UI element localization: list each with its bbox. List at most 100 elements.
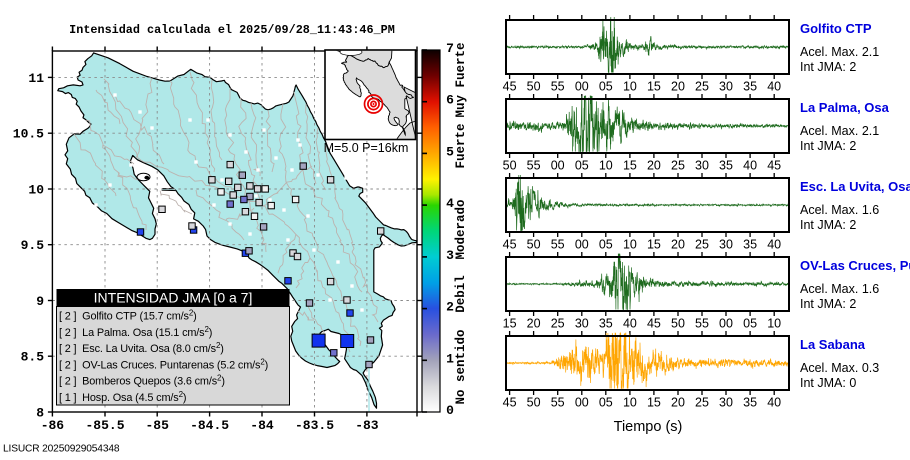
svg-text:05: 05 xyxy=(599,238,613,252)
svg-text:Int JMA: 2: Int JMA: 2 xyxy=(800,139,856,153)
svg-text:15: 15 xyxy=(647,396,661,410)
svg-text:35: 35 xyxy=(599,317,613,331)
svg-text:Int JMA: 2: Int JMA: 2 xyxy=(800,60,856,74)
svg-text:20: 20 xyxy=(671,80,685,94)
svg-text:40: 40 xyxy=(767,396,781,410)
svg-text:55: 55 xyxy=(551,238,565,252)
svg-text:25: 25 xyxy=(551,317,565,331)
svg-text:30: 30 xyxy=(719,396,733,410)
svg-text:35: 35 xyxy=(743,238,757,252)
svg-text:2: 2 xyxy=(446,300,454,315)
svg-text:30: 30 xyxy=(695,159,709,173)
svg-text:05: 05 xyxy=(599,396,613,410)
svg-text:15: 15 xyxy=(503,317,517,331)
svg-text:30: 30 xyxy=(575,317,589,331)
svg-text:50: 50 xyxy=(671,317,685,331)
svg-text:4: 4 xyxy=(446,196,454,211)
svg-text:15: 15 xyxy=(647,238,661,252)
svg-text:40: 40 xyxy=(767,238,781,252)
svg-text:0: 0 xyxy=(446,403,454,418)
svg-text:Fuerte: Fuerte xyxy=(454,123,468,168)
svg-text:Muy Fuerte: Muy Fuerte xyxy=(454,42,468,117)
svg-text:[ 2 ] Bomberos Quepos (3.6 cm: [ 2 ] Bomberos Quepos (3.6 cm/s2) xyxy=(59,374,225,388)
svg-text:55: 55 xyxy=(527,159,541,173)
svg-text:[ 2 ] OV-Las Cruces. Puntaren: [ 2 ] OV-Las Cruces. Puntarenas (5.2 cm/… xyxy=(59,357,268,371)
svg-text:20: 20 xyxy=(527,317,541,331)
svg-text:05: 05 xyxy=(599,80,613,94)
svg-text:1: 1 xyxy=(446,351,454,366)
svg-text:25: 25 xyxy=(695,238,709,252)
svg-text:40: 40 xyxy=(743,159,757,173)
svg-text:10: 10 xyxy=(623,80,637,94)
svg-text:-85: -85 xyxy=(145,418,169,433)
svg-text:Acel. Max. 2.1: Acel. Max. 2.1 xyxy=(800,124,879,138)
svg-text:OV-Las Cruces, Puntarenas: OV-Las Cruces, Puntarenas xyxy=(800,258,910,273)
svg-text:30: 30 xyxy=(719,238,733,252)
svg-text:Acel. Max. 2.1: Acel. Max. 2.1 xyxy=(800,45,879,59)
svg-text:Int JMA: 2: Int JMA: 2 xyxy=(800,218,856,232)
svg-text:M=5.0 P=16km: M=5.0 P=16km xyxy=(324,141,409,155)
svg-text:35: 35 xyxy=(719,159,733,173)
svg-text:7: 7 xyxy=(446,41,454,56)
svg-text:00: 00 xyxy=(551,159,565,173)
svg-text:55: 55 xyxy=(551,396,565,410)
svg-text:30: 30 xyxy=(719,80,733,94)
svg-text:45: 45 xyxy=(503,396,517,410)
svg-text:10: 10 xyxy=(767,317,781,331)
svg-text:00: 00 xyxy=(575,238,589,252)
svg-text:20: 20 xyxy=(647,159,661,173)
svg-text:Int JMA: 2: Int JMA: 2 xyxy=(800,297,856,311)
svg-text:Esc. La Uvita, Osa: Esc. La Uvita, Osa xyxy=(800,179,910,194)
svg-text:15: 15 xyxy=(647,80,661,94)
svg-text:8: 8 xyxy=(36,406,44,421)
svg-text:9.5: 9.5 xyxy=(21,238,45,253)
svg-text:00: 00 xyxy=(575,80,589,94)
svg-text:00: 00 xyxy=(719,317,733,331)
svg-text:La Palma, Osa: La Palma, Osa xyxy=(800,100,890,115)
svg-text:10: 10 xyxy=(623,238,637,252)
svg-text:No sentido: No sentido xyxy=(454,329,468,404)
svg-text:Int JMA: 0: Int JMA: 0 xyxy=(800,376,856,390)
svg-text:8.5: 8.5 xyxy=(21,350,45,365)
svg-text:05: 05 xyxy=(743,317,757,331)
svg-text:INTENSIDAD JMA [0 a 7]: INTENSIDAD JMA [0 a 7] xyxy=(94,290,253,306)
svg-text:40: 40 xyxy=(767,80,781,94)
svg-text:35: 35 xyxy=(743,396,757,410)
svg-text:Acel. Max. 0.3: Acel. Max. 0.3 xyxy=(800,361,879,375)
svg-text:-86: -86 xyxy=(41,418,65,433)
svg-text:45: 45 xyxy=(503,80,517,94)
svg-text:LISUCR 20250929054348: LISUCR 20250929054348 xyxy=(3,444,120,455)
svg-text:Golfito CTP: Golfito CTP xyxy=(800,21,872,36)
svg-text:[ 2 ] Esc. La Uvita. Osa (8.0: [ 2 ] Esc. La Uvita. Osa (8.0 cm/s2) xyxy=(59,341,224,355)
svg-text:50: 50 xyxy=(527,396,541,410)
svg-text:11: 11 xyxy=(28,71,44,86)
svg-text:55: 55 xyxy=(551,80,565,94)
svg-text:50: 50 xyxy=(527,80,541,94)
svg-text:-83: -83 xyxy=(355,418,379,433)
svg-text:20: 20 xyxy=(671,396,685,410)
svg-text:-83.5: -83.5 xyxy=(295,418,334,433)
svg-text:55: 55 xyxy=(695,317,709,331)
svg-text:-85.5: -85.5 xyxy=(85,418,124,433)
svg-text:40: 40 xyxy=(623,317,637,331)
svg-text:5: 5 xyxy=(446,144,454,159)
svg-text:-84.5: -84.5 xyxy=(190,418,229,433)
svg-text:35: 35 xyxy=(743,80,757,94)
svg-text:00: 00 xyxy=(575,396,589,410)
svg-text:3: 3 xyxy=(446,248,454,263)
svg-text:25: 25 xyxy=(695,396,709,410)
svg-text:Acel. Max. 1.6: Acel. Max. 1.6 xyxy=(800,282,879,296)
svg-text:-84: -84 xyxy=(250,418,274,433)
svg-text:Debil: Debil xyxy=(454,275,468,313)
svg-text:10: 10 xyxy=(28,183,44,198)
svg-text:45: 45 xyxy=(647,317,661,331)
svg-text:25: 25 xyxy=(671,159,685,173)
svg-text:25: 25 xyxy=(695,80,709,94)
svg-text:10: 10 xyxy=(599,159,613,173)
svg-text:Acel. Max. 1.6: Acel. Max. 1.6 xyxy=(800,203,879,217)
svg-text:Moderado: Moderado xyxy=(454,199,468,259)
svg-text:05: 05 xyxy=(575,159,589,173)
svg-text:50: 50 xyxy=(527,238,541,252)
svg-text:15: 15 xyxy=(623,159,637,173)
svg-text:Intensidad calculada el 2025/0: Intensidad calculada el 2025/09/28_11:43… xyxy=(69,23,395,37)
